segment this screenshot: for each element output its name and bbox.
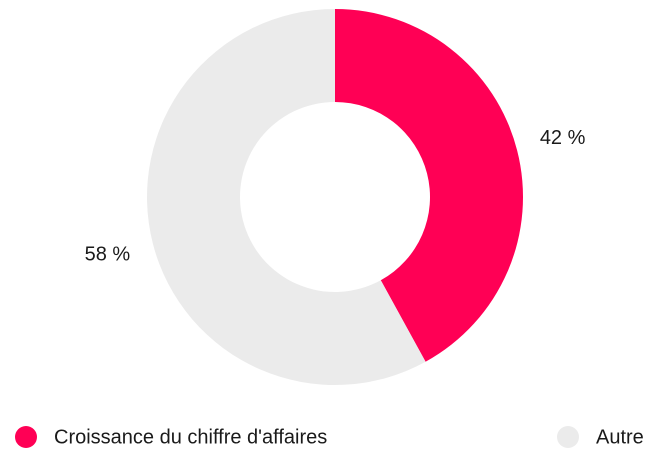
donut-slice [146,9,426,385]
legend-swatch [557,426,579,448]
legend-label: Autre [596,426,644,448]
legend-label: Croissance du chiffre d'affaires [54,426,327,448]
donut-slice [335,9,523,362]
value-label: 42 % [540,127,586,149]
value-label: 58 % [85,244,131,266]
legend-swatch [15,426,37,448]
